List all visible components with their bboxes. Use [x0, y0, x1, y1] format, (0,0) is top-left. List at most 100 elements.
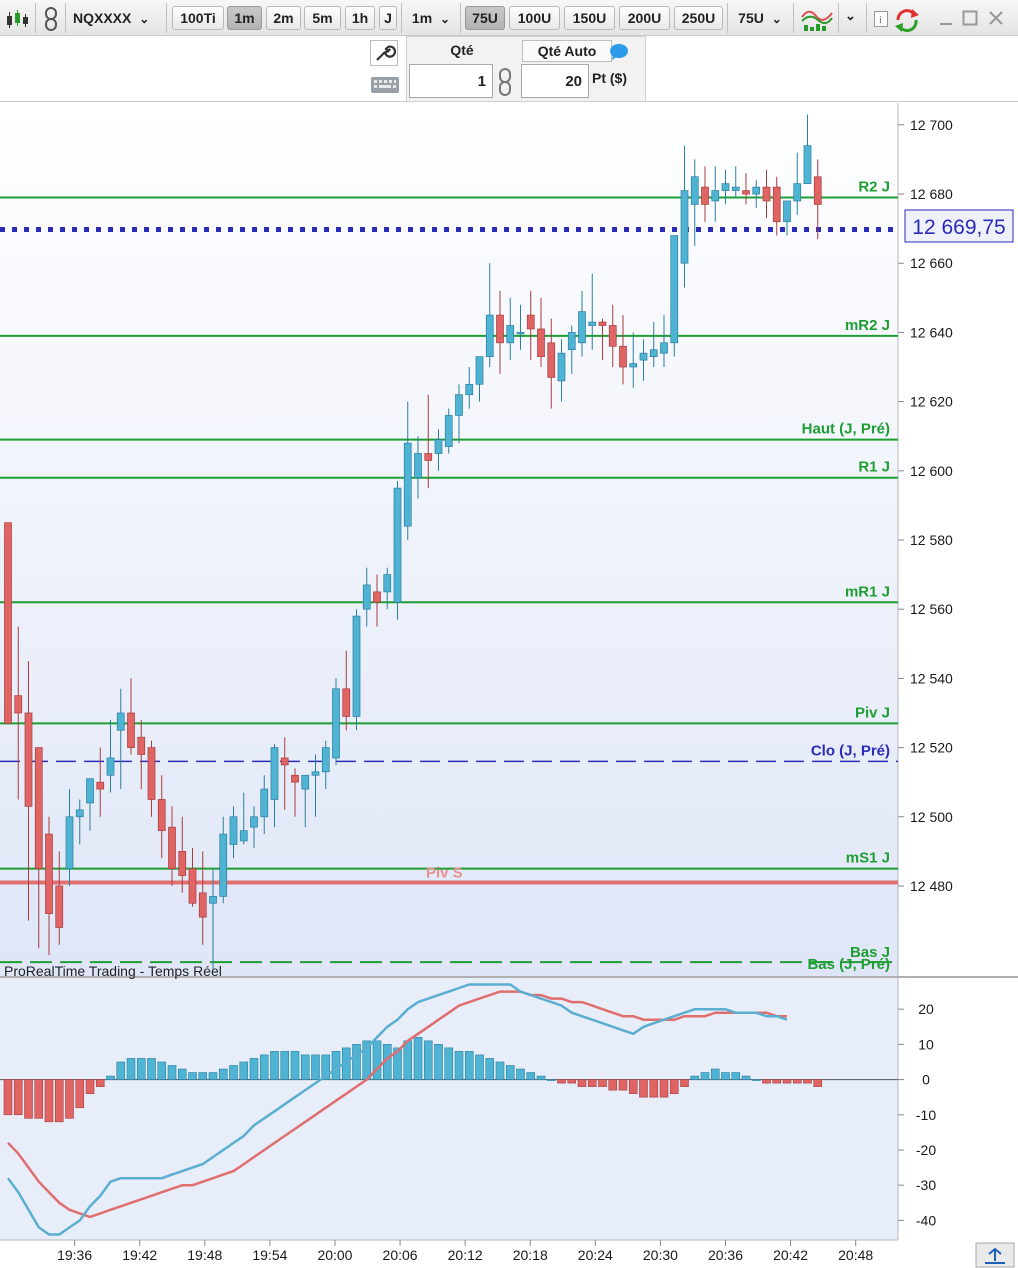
- histogram-bar: [403, 1040, 413, 1080]
- candlestick-chart-icon[interactable]: [5, 8, 31, 30]
- link-icon[interactable]: [497, 67, 515, 97]
- candle-body: [455, 394, 463, 416]
- candle-body: [332, 688, 340, 759]
- candle-body: [649, 349, 658, 357]
- histogram-bar: [475, 1054, 484, 1080]
- tf-2m-button[interactable]: 2m: [266, 6, 301, 30]
- time-tick-label: 20:36: [708, 1247, 743, 1263]
- macd-tick-label: -10: [916, 1107, 936, 1123]
- keyboard-icon[interactable]: [370, 74, 400, 96]
- histogram-bar: [126, 1058, 136, 1080]
- candle-body: [537, 328, 545, 357]
- histogram-bar: [536, 1075, 546, 1080]
- qty-auto-label[interactable]: Qté Auto: [522, 40, 612, 62]
- candle-body: [4, 522, 12, 724]
- histogram-bar: [782, 1079, 792, 1084]
- tf-1h-button[interactable]: 1h: [345, 6, 375, 30]
- candle-body: [598, 321, 607, 326]
- candle-body: [373, 591, 381, 603]
- scroll-right-button[interactable]: [975, 1242, 1015, 1268]
- unit-250u-button[interactable]: 250U: [674, 6, 723, 30]
- level-label: Bas (J, Pré): [807, 956, 890, 973]
- level-label: Piv S: [426, 865, 463, 882]
- price-chart[interactable]: R2 J mR2 J Haut (J, Pré) R1 J mR1 J Piv J Clo …: [0, 103, 1018, 1268]
- arrow-up-icon: [985, 1247, 1005, 1264]
- level-lines: R2 J mR2 J Haut (J, Pré) R1 J mR1 J Piv J Clo …: [0, 178, 898, 973]
- candle-body: [444, 415, 453, 447]
- candle-body: [75, 809, 84, 818]
- chevron-down-icon[interactable]: ⌄: [845, 8, 856, 23]
- watermark: ProRealTime Trading - Temps Réel: [4, 963, 222, 979]
- histogram-bar: [557, 1079, 566, 1084]
- candle-body: [219, 833, 228, 897]
- maximize-icon[interactable]: [962, 10, 978, 26]
- histogram-bar: [526, 1072, 536, 1080]
- price-tick-label: 12 520: [910, 740, 953, 756]
- candle-body: [701, 186, 709, 205]
- candle-body: [403, 442, 412, 527]
- candle-body: [86, 778, 94, 804]
- link-icon[interactable]: [43, 6, 61, 32]
- qty-input[interactable]: 1: [409, 64, 493, 98]
- macd-axis: 20 10 0 -10 -20 -30 -40: [898, 1001, 936, 1228]
- close-icon[interactable]: [988, 10, 1004, 26]
- unit-150u-button[interactable]: 150U: [564, 6, 615, 30]
- tf-5m-button[interactable]: 5m: [304, 6, 341, 30]
- chevron-down-icon: ⌄: [139, 12, 150, 26]
- candle-body: [147, 747, 156, 800]
- qty-auto-input[interactable]: 20: [521, 64, 589, 98]
- histogram-bar: [444, 1047, 454, 1080]
- candle-body: [362, 584, 371, 610]
- histogram-bar: [485, 1058, 495, 1080]
- current-price-label: 12 669,75: [912, 216, 1005, 239]
- unit-200u-button[interactable]: 200U: [619, 6, 670, 30]
- candle-body: [660, 342, 668, 354]
- time-tick-label: 20:48: [838, 1247, 873, 1263]
- unit-75u-button[interactable]: 75U: [465, 6, 505, 30]
- candle-body: [680, 190, 689, 264]
- histogram-bar: [751, 1079, 761, 1081]
- macd-tick-label: -30: [916, 1177, 936, 1193]
- histogram-bar: [567, 1079, 577, 1084]
- order-panel: Qté Qté Auto 1 20 Pt ($): [0, 36, 1018, 102]
- wrench-icon[interactable]: [370, 40, 398, 66]
- histogram-bar: [454, 1051, 464, 1080]
- histogram-bar: [3, 1079, 13, 1116]
- interval-selector[interactable]: 1m ⌄: [404, 6, 458, 30]
- histogram-bar: [147, 1058, 156, 1080]
- info-icon[interactable]: i: [874, 11, 888, 27]
- unit-100u-button[interactable]: 100U: [509, 6, 560, 30]
- indicator-icon[interactable]: [800, 5, 834, 33]
- time-tick-label: 20:24: [578, 1247, 613, 1263]
- histogram-bar: [608, 1079, 618, 1091]
- histogram-bar: [136, 1058, 146, 1080]
- histogram-bar: [690, 1075, 700, 1080]
- level-label: R1 J: [858, 459, 890, 476]
- tf-100ti-button[interactable]: 100Ti: [172, 6, 224, 30]
- minimize-icon[interactable]: [938, 10, 954, 26]
- histogram-bar: [659, 1079, 669, 1098]
- speech-bubble-icon[interactable]: [609, 43, 629, 61]
- tf-j-button[interactable]: J: [379, 6, 397, 30]
- macd-tick-label: 10: [918, 1036, 934, 1052]
- candle-body: [639, 352, 648, 361]
- histogram-bar: [218, 1068, 228, 1080]
- candle-body: [65, 816, 74, 870]
- histogram-bar: [95, 1079, 105, 1087]
- histogram-bar: [65, 1079, 74, 1119]
- instrument-selector[interactable]: NQXXXX ⌄: [70, 6, 162, 30]
- histogram-bar: [628, 1079, 638, 1094]
- units-dropdown[interactable]: 75U ⌄: [730, 6, 790, 30]
- candle-body: [813, 176, 822, 205]
- time-tick-label: 20:30: [643, 1247, 678, 1263]
- refresh-icon[interactable]: [892, 6, 922, 34]
- interval-value: 1m: [411, 10, 433, 26]
- level-label: Piv J: [855, 704, 890, 721]
- tf-1m-button[interactable]: 1m: [227, 6, 262, 30]
- candle-body: [168, 826, 176, 870]
- macd-tick-label: 0: [922, 1072, 930, 1088]
- candle-body: [239, 830, 248, 842]
- time-tick-label: 20:00: [317, 1247, 352, 1263]
- histogram-bar: [44, 1079, 54, 1123]
- price-axis: 12 700 12 680 12 660 12 640 12 620 12 600 12 5…: [898, 117, 953, 894]
